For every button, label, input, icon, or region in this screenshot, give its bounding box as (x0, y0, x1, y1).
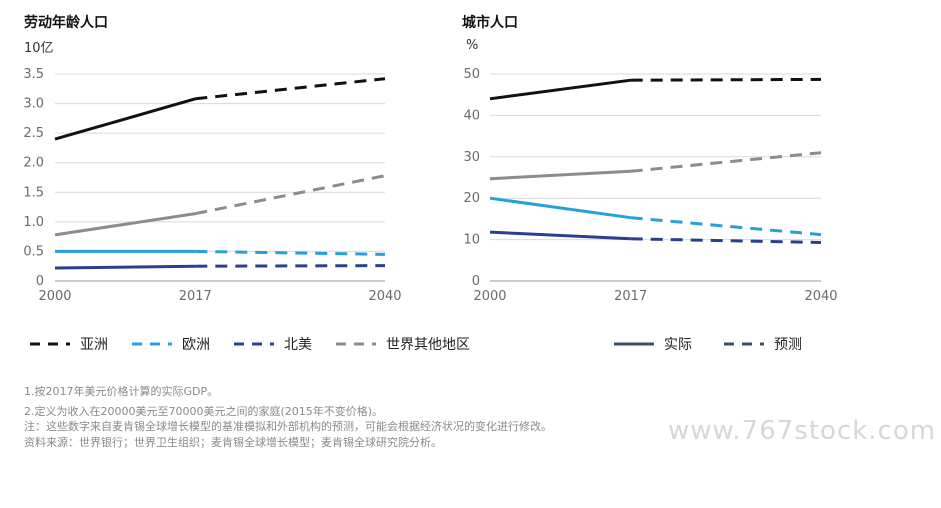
y-tick-label: 0.5 (23, 244, 44, 259)
legend-label-europe: 欧洲 (182, 337, 210, 353)
legend-item-forecast: 预测 (724, 334, 802, 354)
y-tick-label: 50 (463, 67, 480, 82)
y-tick-label: 2.5 (23, 126, 44, 141)
y-tick-label: 1.5 (23, 185, 44, 200)
region-legend: 亚洲 欧洲 北美 世界其他地区 (30, 334, 494, 354)
y-tick-label: 3.0 (23, 97, 44, 112)
urban-population-chart: 0 10 20 30 40 50 2000 2017 2040 (463, 67, 837, 304)
x-tick-label: 2017 (179, 289, 212, 304)
series-line-north-america-actual (489, 230, 631, 241)
footnote-source: 资料来源：世界银行；世界卫生组织；麦肯锡全球增长模型；麦肯锡全球研究院分析。 (24, 436, 442, 449)
series-line-rest-of-world-forecast (195, 174, 386, 216)
legend-swatch-forecast (724, 338, 764, 350)
y-tick-label: 1.0 (23, 215, 44, 230)
series-line-asia-actual (54, 97, 196, 141)
x-tick-label: 2040 (804, 289, 837, 304)
x-tick-label: 2000 (38, 289, 71, 304)
footnote-note: 注：这些数字来自麦肯锡全球增长模型的基准模拟和外部机构的预测，可能会根据经济状况… (24, 420, 552, 433)
y-tick-label: 20 (463, 191, 480, 206)
series-line-asia-actual (489, 78, 631, 101)
footnote-1: 1.按2017年美元价格计算的实际GDP。 (24, 385, 219, 398)
legend-item-north-america: 北美 (234, 334, 312, 354)
legend-label-asia: 亚洲 (80, 337, 108, 353)
unit-label-urban: % (466, 38, 479, 53)
y-tick-label: 2.0 (23, 156, 44, 171)
series-line-north-america-forecast (630, 237, 822, 244)
watermark: www.767stock.com (668, 416, 937, 446)
series-line-asia-forecast (630, 77, 822, 82)
legend-swatch-actual (614, 338, 654, 350)
series-line-europe-forecast (630, 216, 822, 237)
style-legend: 实际 预测 (614, 334, 826, 354)
y-tick-label: 40 (463, 108, 480, 123)
series-line-rest-of-world-forecast (630, 151, 822, 173)
footnote-2: 2.定义为收入在20000美元至70000美元之间的家庭(2015年不变价格)。 (24, 405, 384, 418)
legend-item-asia: 亚洲 (30, 334, 108, 354)
legend-label-actual: 实际 (664, 337, 692, 353)
legend-label-north-america: 北美 (284, 337, 312, 353)
legend-item-actual: 实际 (614, 334, 692, 354)
x-tick-label: 2000 (473, 289, 506, 304)
series-line-europe-forecast (195, 249, 386, 256)
legend-swatch-asia (30, 338, 70, 350)
y-tick-label: 10 (463, 233, 480, 248)
y-tick-label: 30 (463, 150, 480, 165)
y-tick-label: 0 (472, 274, 480, 289)
x-tick-label: 2017 (614, 289, 647, 304)
series-line-rest-of-world-actual (54, 212, 196, 237)
series-line-asia-forecast (195, 77, 386, 101)
legend-swatch-europe (132, 338, 172, 350)
legend-label-forecast: 预测 (774, 337, 802, 353)
unit-label-working-age: 10亿 (24, 41, 54, 56)
series-line-europe-actual (489, 196, 631, 220)
legend-swatch-rest-of-world (336, 338, 376, 350)
legend-swatch-north-america (234, 338, 274, 350)
chart-title-working-age: 劳动年龄人口 (24, 15, 108, 31)
series-line-rest-of-world-actual (489, 169, 631, 181)
working-age-population-chart: 0 0.5 1.0 1.5 2.0 2.5 3.0 3.5 2000 2017 2040 (23, 67, 401, 304)
y-tick-label: 0 (36, 274, 44, 289)
legend-item-europe: 欧洲 (132, 334, 210, 354)
legend-label-rest-of-world: 世界其他地区 (386, 337, 470, 353)
chart-title-urban: 城市人口 (462, 15, 518, 31)
legend-item-rest-of-world: 世界其他地区 (336, 334, 470, 354)
series-line-north-america-forecast (195, 264, 386, 268)
y-tick-label: 3.5 (23, 67, 44, 82)
series-line-north-america-actual (54, 264, 196, 270)
x-tick-label: 2040 (368, 289, 401, 304)
